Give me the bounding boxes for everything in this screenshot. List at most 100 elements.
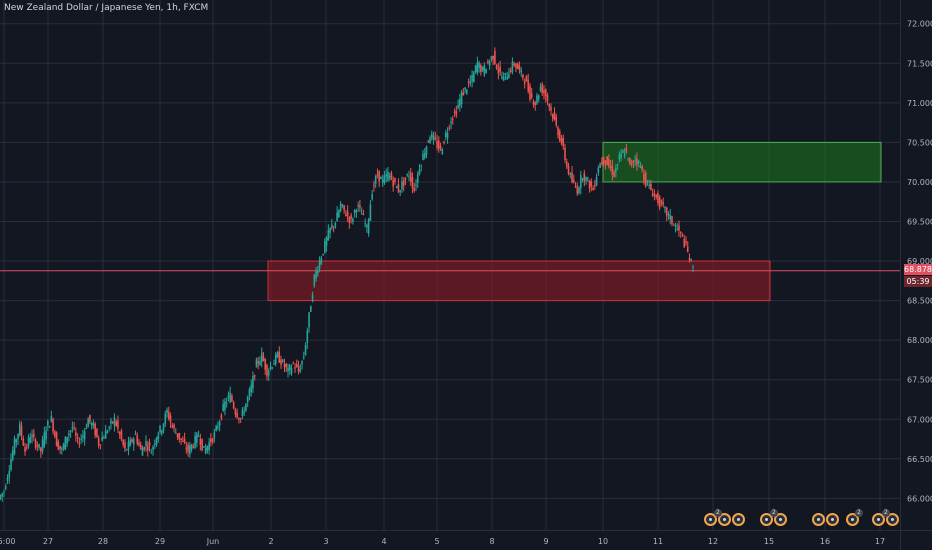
candle-body — [108, 427, 110, 429]
candle-body — [536, 95, 538, 104]
candle-body — [160, 430, 163, 434]
candle-body — [644, 172, 647, 187]
candle-body — [376, 174, 379, 176]
x-tick-label: 27 — [43, 537, 53, 546]
candle-body — [473, 72, 475, 83]
candle-body — [40, 447, 42, 452]
candle-body — [315, 270, 317, 279]
candle-body — [641, 166, 643, 170]
candle-body — [253, 375, 256, 377]
candle-body — [602, 156, 605, 163]
candle-body — [404, 177, 407, 180]
candle-body — [574, 185, 577, 187]
event-count-badge: 2 — [882, 509, 890, 517]
candle-body — [68, 433, 70, 436]
candle-body — [278, 351, 281, 363]
candle-body — [525, 75, 528, 82]
candle-body — [588, 180, 591, 189]
candle-body — [511, 61, 514, 72]
candle-body — [686, 246, 689, 252]
candle-body — [20, 426, 23, 437]
candle-body — [139, 444, 142, 450]
candle-body — [341, 204, 344, 206]
y-tick-label: 70.000 — [907, 178, 932, 187]
candle-body — [155, 437, 158, 445]
candle-body — [665, 207, 668, 216]
candle-body — [539, 86, 542, 91]
candle-body — [248, 389, 251, 397]
candle-body — [220, 414, 223, 419]
candle-body — [69, 430, 72, 433]
chart-title: New Zealand Dollar / Japanese Yen, 1h, F… — [4, 3, 209, 13]
candle-body — [33, 433, 35, 437]
candle-body — [50, 416, 53, 422]
candle-body — [317, 270, 319, 274]
candle-body — [667, 214, 670, 216]
supply-zone — [602, 141, 882, 183]
candle-body — [513, 63, 515, 66]
x-tick-label: 12 — [708, 537, 718, 546]
candle-body — [111, 421, 114, 423]
candle-body — [392, 180, 395, 187]
candle-body — [504, 73, 507, 75]
candle-body — [10, 459, 12, 471]
candle-body — [690, 259, 693, 261]
candle-body — [217, 426, 219, 429]
candle-body — [509, 70, 512, 72]
candle-body — [455, 110, 458, 116]
economic-event-icon[interactable] — [704, 513, 745, 527]
candle-body — [61, 448, 63, 450]
candle-body — [497, 68, 500, 74]
candle-body — [606, 156, 608, 166]
candle-body — [502, 76, 505, 81]
candle-body — [534, 102, 537, 106]
candle-body — [557, 127, 559, 136]
candle-body — [546, 95, 549, 102]
candle-body — [4, 486, 7, 489]
candle-body — [75, 432, 77, 436]
candle-body — [173, 424, 175, 428]
economic-event-icon[interactable] — [812, 513, 839, 527]
candle-body — [437, 140, 440, 150]
candle-body — [297, 365, 300, 372]
candle-body — [222, 404, 224, 411]
candle-body — [327, 230, 330, 241]
candle-body — [457, 105, 459, 108]
candle-body — [306, 330, 309, 343]
candle-body — [681, 234, 684, 236]
x-tick-label: 06:00 — [0, 537, 16, 546]
candle-body — [529, 85, 531, 100]
candle-body — [418, 169, 421, 175]
candle-body — [427, 140, 430, 142]
economic-event-icon[interactable] — [760, 513, 787, 527]
candle-body — [6, 477, 9, 481]
candle-body — [350, 215, 352, 219]
candle-body — [287, 367, 289, 372]
candle-body — [679, 231, 682, 233]
candle-body — [115, 421, 118, 426]
candle-body — [399, 190, 402, 192]
candle-body — [203, 446, 205, 448]
candle-body — [157, 434, 160, 440]
candle-body — [518, 65, 521, 70]
economic-event-icon[interactable] — [872, 513, 899, 527]
candle-body — [257, 361, 260, 364]
bar-countdown-label: 05:39 — [904, 276, 932, 287]
candle-body — [152, 446, 154, 450]
event-count-badge: 2 — [714, 509, 722, 517]
candle-body — [567, 165, 570, 174]
candle-body — [343, 205, 345, 210]
candle-body — [516, 63, 519, 70]
candle-body — [674, 225, 677, 227]
candle-body — [609, 166, 612, 169]
candle-body — [313, 274, 316, 286]
candle-body — [164, 413, 167, 424]
candle-body — [231, 395, 233, 402]
candle-body — [345, 214, 347, 216]
candle-body — [329, 227, 331, 233]
candle-body — [99, 444, 102, 446]
candle-body — [94, 424, 96, 436]
candle-body — [585, 177, 587, 181]
y-tick-label: 69.500 — [907, 217, 932, 226]
